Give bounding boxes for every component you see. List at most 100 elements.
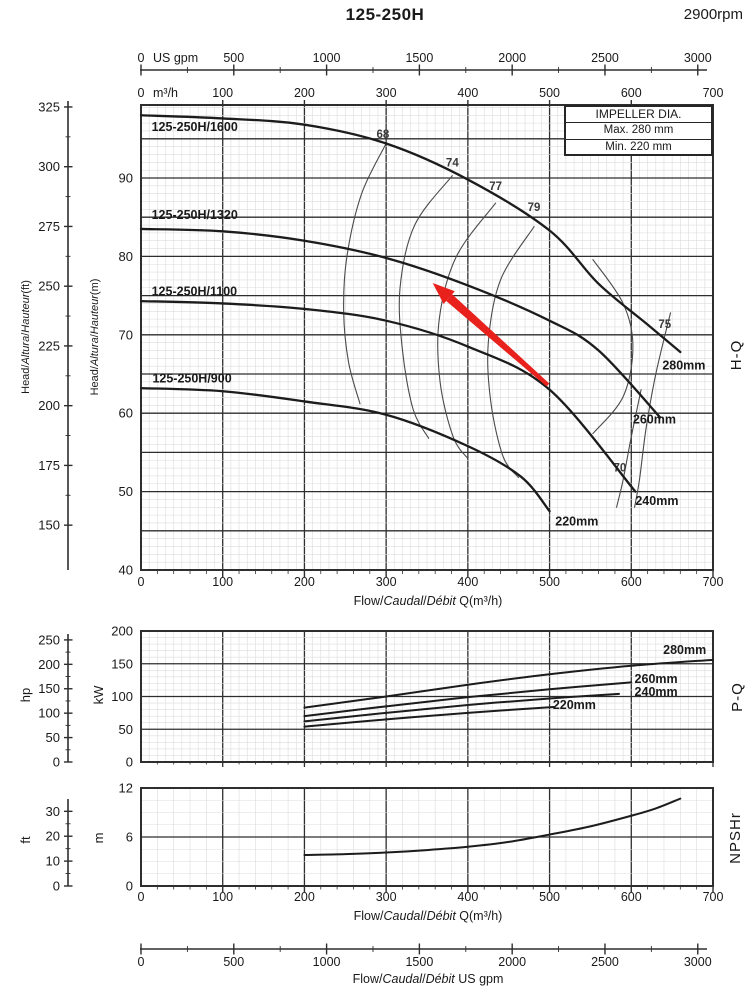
diameter-label: 260mm bbox=[633, 412, 676, 426]
top-gpm-tick-label: 1500 bbox=[405, 51, 433, 65]
bottom-gpm-tick-label: 3000 bbox=[684, 955, 712, 969]
bottom-gpm-tick-label: 2000 bbox=[498, 955, 526, 969]
bottom-gpm-tick-label: 0 bbox=[138, 955, 145, 969]
pq-curve-220mm bbox=[303, 705, 555, 728]
npsh-ft-unit-label: ft bbox=[18, 836, 33, 844]
head-m-tick-label: 90 bbox=[119, 171, 133, 186]
hp-tick-label: 50 bbox=[46, 730, 60, 745]
top-gpm-tick-label: 3000 bbox=[684, 51, 712, 65]
curve-name-label: 125-250H/1320 bbox=[152, 208, 238, 222]
npshr-x-tick-label: 300 bbox=[376, 890, 397, 904]
kw-tick-label: 50 bbox=[119, 722, 133, 737]
npshr-frame bbox=[140, 787, 714, 887]
hq-x-tick-label: 400 bbox=[457, 575, 478, 589]
top-m3h-tick-label: 300 bbox=[376, 86, 397, 100]
npsh-ft-tick-label: 20 bbox=[46, 829, 60, 844]
kw-tick-label: 0 bbox=[126, 755, 133, 770]
pq-section-label: P-Q bbox=[729, 682, 746, 712]
top-m3h-zero-label: 0 bbox=[138, 86, 145, 100]
curve-name-label: 125-250H/1100 bbox=[152, 285, 238, 299]
head-ft-tick-label: 200 bbox=[38, 398, 60, 413]
head-ft-tick-label: 225 bbox=[38, 338, 60, 353]
top-m3h-tick-label: 600 bbox=[621, 86, 642, 100]
kw-tick-label: 200 bbox=[111, 624, 133, 639]
duty-arrow-head bbox=[432, 283, 455, 304]
hq-frame bbox=[140, 104, 714, 571]
top-gpm-tick-label: 2000 bbox=[498, 51, 526, 65]
efficiency-contour-70 bbox=[616, 389, 642, 508]
npshr-section-label: NPSHr bbox=[727, 812, 744, 864]
pq-curve-240mm bbox=[303, 692, 621, 723]
head-ft-axis-title: Head/Altura/Hauteur(ft) bbox=[20, 280, 32, 394]
top-m3h-tick-label: 400 bbox=[457, 86, 478, 100]
efficiency-label: 70 bbox=[613, 462, 626, 474]
npsh-m-tick-label: 12 bbox=[119, 780, 133, 795]
curve-name-label: 125-250H/900 bbox=[152, 372, 231, 386]
npshr-x-tick-label: 200 bbox=[294, 890, 315, 904]
head-ft-tick-label: 250 bbox=[38, 279, 60, 294]
efficiency-contour-4 bbox=[592, 258, 634, 435]
npshr-x-tick-label: 400 bbox=[457, 890, 478, 904]
hp-tick-label: 0 bbox=[53, 755, 60, 770]
kw-tick-label: 100 bbox=[111, 689, 133, 704]
npsh-ft-tick-label: 0 bbox=[53, 879, 60, 894]
bottom-gpm-axis-title: Flow/Caudal/Débit US gpm bbox=[353, 972, 504, 986]
hq-curve-280mm bbox=[139, 114, 682, 354]
npsh-m-tick-label: 0 bbox=[126, 879, 133, 894]
efficiency-label: 79 bbox=[528, 202, 541, 214]
legend-max-row: Max. 280 mm bbox=[566, 123, 711, 140]
pq-chart: 0 50 100 150 200 kW 0 50 100 150 200 250 hp 280mm 260m… bbox=[18, 624, 714, 770]
npshr-x-tick-label: 100 bbox=[212, 890, 233, 904]
npsh-ft-tick-label: 30 bbox=[46, 804, 60, 819]
top-m3h-tick-label: 200 bbox=[294, 86, 315, 100]
head-ft-tick-label: 275 bbox=[38, 219, 60, 234]
head-ft-tick-label: 175 bbox=[38, 458, 60, 473]
head-m-axis-title: Head/Altura/Hauteur(m) bbox=[89, 279, 101, 396]
npshr-x-tick-label: 0 bbox=[138, 890, 145, 904]
top-gpm-tick-label: 1000 bbox=[313, 51, 341, 65]
pq-diameter-label: 260mm bbox=[635, 672, 678, 686]
hp-tick-label: 100 bbox=[38, 706, 60, 721]
efficiency-contour-75 bbox=[634, 312, 672, 508]
hq-x-tick-label: 0 bbox=[138, 575, 145, 589]
efficiency-label: 74 bbox=[446, 157, 459, 169]
pq-curve-260mm bbox=[303, 681, 633, 718]
efficiency-label: 77 bbox=[489, 181, 502, 193]
hq-curve-260mm bbox=[139, 227, 662, 419]
efficiency-label: 75 bbox=[658, 319, 671, 331]
hq-section-label: H-Q bbox=[728, 339, 745, 371]
bottom-gpm-tick-label: 2500 bbox=[591, 955, 619, 969]
top-m3h-unit-label: m³/h bbox=[153, 86, 178, 100]
efficiency-contour-68 bbox=[343, 142, 387, 405]
hq-x-tick-label: 600 bbox=[621, 575, 642, 589]
efficiency-label: 68 bbox=[376, 129, 389, 141]
bottom-gpm-tick-label: 1000 bbox=[313, 955, 341, 969]
pq-diameter-label: 280mm bbox=[663, 643, 706, 657]
pq-diameter-label: 220mm bbox=[553, 698, 596, 712]
pq-frame bbox=[140, 630, 714, 763]
top-m3h-tick-label: 100 bbox=[212, 86, 233, 100]
diameter-label: 220mm bbox=[555, 514, 598, 528]
curve-name-label: 125-250H/1600 bbox=[152, 120, 238, 134]
top-gpm-unit-label: US gpm bbox=[153, 51, 198, 65]
legend-title: IMPELLER DIA. bbox=[566, 107, 711, 123]
top-gpm-tick-label: 2500 bbox=[591, 51, 619, 65]
npshr-chart: 0 100 200 300 400 500 600 700Flow/Caudal/Débit … bbox=[18, 780, 723, 923]
npsh-m-unit-label: m bbox=[91, 833, 106, 844]
top-m3h-tick-label: 700 bbox=[703, 86, 724, 100]
bottom-gpm-tick-label: 500 bbox=[223, 955, 244, 969]
hq-curve-220mm bbox=[139, 386, 551, 513]
efficiency-contour-77 bbox=[437, 202, 497, 460]
head-m-tick-label: 60 bbox=[119, 406, 133, 421]
npshr-x-tick-label: 500 bbox=[539, 890, 560, 904]
top-gpm-zero-label: 0 bbox=[138, 51, 145, 65]
head-ft-tick-label: 300 bbox=[38, 159, 60, 174]
hp-tick-label: 200 bbox=[38, 657, 60, 672]
pq-curve-280mm bbox=[303, 658, 714, 709]
npshr-x-tick-label: 600 bbox=[621, 890, 642, 904]
efficiency-contour-74 bbox=[398, 175, 453, 439]
npshr-x-tick-label: 700 bbox=[703, 890, 724, 904]
npsh-ft-tick-label: 10 bbox=[46, 854, 60, 869]
